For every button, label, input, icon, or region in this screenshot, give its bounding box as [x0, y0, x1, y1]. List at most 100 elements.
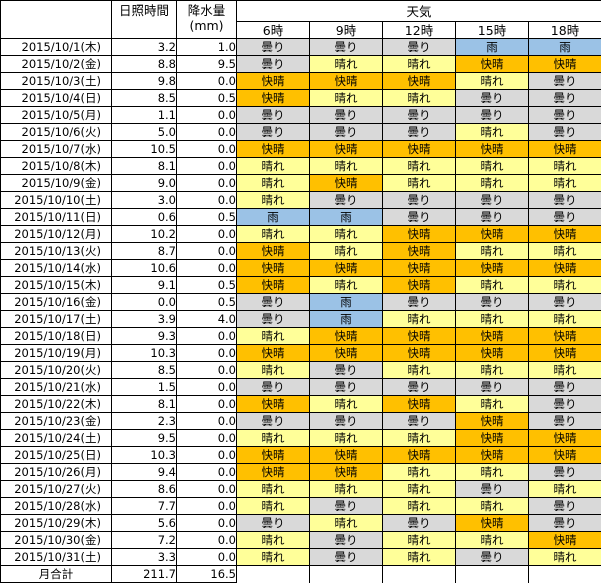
- date-cell: 2015/10/17: [1, 311, 81, 328]
- weather-cell: 快晴: [529, 328, 601, 345]
- sunshine-cell: 8.6: [112, 481, 177, 498]
- date-cell: 2015/10/4: [1, 90, 81, 107]
- weather-cell: 快晴: [529, 260, 601, 277]
- precipitation-cell: 0.5: [177, 90, 237, 107]
- weather-cell: 曇り: [529, 413, 601, 430]
- date-cell: 2015/10/30: [1, 532, 81, 549]
- weekday-cell: (日): [81, 209, 112, 226]
- weather-cell: 晴れ: [383, 498, 456, 515]
- precipitation-cell: 0.5: [177, 294, 237, 311]
- total-empty-cell: [310, 566, 383, 583]
- date-cell: 2015/10/9: [1, 175, 81, 192]
- weather-cell: 快晴: [383, 226, 456, 243]
- weather-cell: 快晴: [529, 226, 601, 243]
- date-cell: 2015/10/18: [1, 328, 81, 345]
- sunshine-cell: 10.2: [112, 226, 177, 243]
- weather-cell: 快晴: [310, 345, 383, 362]
- weather-cell: 快晴: [383, 328, 456, 345]
- weather-cell: 晴れ: [237, 158, 310, 175]
- weather-cell: 晴れ: [529, 175, 601, 192]
- weather-cell: 晴れ: [310, 481, 383, 498]
- weather-cell: 晴れ: [310, 90, 383, 107]
- weather-cell: 曇り: [383, 209, 456, 226]
- total-empty-cell: [529, 566, 601, 583]
- weather-cell: 晴れ: [237, 532, 310, 549]
- weather-cell: 晴れ: [237, 175, 310, 192]
- precipitation-cell: 0.0: [177, 328, 237, 345]
- weekday-cell: (土): [81, 430, 112, 447]
- weekday-cell: (月): [81, 464, 112, 481]
- weekday-cell: (金): [81, 413, 112, 430]
- sunshine-cell: 5.6: [112, 515, 177, 532]
- precipitation-cell: 0.0: [177, 226, 237, 243]
- weather-cell: 晴れ: [456, 464, 529, 481]
- weather-cell: 快晴: [383, 73, 456, 90]
- date-cell: 2015/10/8: [1, 158, 81, 175]
- weather-cell: 晴れ: [383, 90, 456, 107]
- weather-cell: 晴れ: [456, 175, 529, 192]
- sunshine-cell: 7.2: [112, 532, 177, 549]
- weather-cell: 曇り: [310, 413, 383, 430]
- precipitation-cell: 0.0: [177, 413, 237, 430]
- sunshine-cell: 8.5: [112, 362, 177, 379]
- weather-cell: 快晴: [310, 73, 383, 90]
- total-empty-cell: [383, 566, 456, 583]
- date-cell: 2015/10/7: [1, 141, 81, 158]
- total-empty-cell: [237, 566, 310, 583]
- date-cell: 2015/10/11: [1, 209, 81, 226]
- total-sunshine: 211.7: [112, 566, 177, 583]
- weather-cell: 曇り: [456, 549, 529, 566]
- weather-cell: 快晴: [456, 141, 529, 158]
- weather-cell: 快晴: [237, 73, 310, 90]
- weather-cell: 曇り: [237, 107, 310, 124]
- date-cell: 2015/10/29: [1, 515, 81, 532]
- precipitation-cell: 0.0: [177, 481, 237, 498]
- precipitation-cell: 0.0: [177, 515, 237, 532]
- weather-cell: 曇り: [383, 124, 456, 141]
- weekday-cell: (水): [81, 379, 112, 396]
- weather-cell: 曇り: [383, 39, 456, 56]
- weather-cell: 曇り: [383, 413, 456, 430]
- weather-cell: 晴れ: [456, 498, 529, 515]
- weather-cell: 曇り: [310, 39, 383, 56]
- weather-cell: 快晴: [456, 515, 529, 532]
- precipitation-cell: 0.0: [177, 107, 237, 124]
- weather-cell: 曇り: [383, 515, 456, 532]
- weekday-cell: (火): [81, 243, 112, 260]
- weather-cell: 晴れ: [237, 549, 310, 566]
- weather-cell: 快晴: [237, 464, 310, 481]
- weather-cell: 曇り: [383, 379, 456, 396]
- date-cell: 2015/10/28: [1, 498, 81, 515]
- weather-cell: 晴れ: [456, 396, 529, 413]
- weather-cell: 快晴: [529, 430, 601, 447]
- weather-cell: 曇り: [237, 413, 310, 430]
- weather-cell: 曇り: [310, 532, 383, 549]
- weather-cell: 快晴: [456, 226, 529, 243]
- weather-cell: 快晴: [237, 396, 310, 413]
- weather-cell: 快晴: [383, 345, 456, 362]
- sunshine-cell: 10.5: [112, 141, 177, 158]
- weather-cell: 晴れ: [237, 362, 310, 379]
- weather-cell: 曇り: [237, 56, 310, 73]
- weather-cell: 曇り: [529, 90, 601, 107]
- weather-cell: 曇り: [456, 90, 529, 107]
- weekday-cell: (火): [81, 481, 112, 498]
- weather-cell: 曇り: [310, 549, 383, 566]
- weather-cell: 快晴: [383, 260, 456, 277]
- weather-cell: 快晴: [383, 141, 456, 158]
- weather-cell: 快晴: [237, 447, 310, 464]
- sunshine-cell: 3.0: [112, 192, 177, 209]
- precipitation-cell: 0.0: [177, 260, 237, 277]
- header-time-9: 9時: [310, 22, 383, 39]
- weekday-cell: (金): [81, 56, 112, 73]
- header-precip-unit: (mm): [189, 18, 223, 33]
- weather-cell: 雨: [237, 209, 310, 226]
- sunshine-cell: 10.6: [112, 260, 177, 277]
